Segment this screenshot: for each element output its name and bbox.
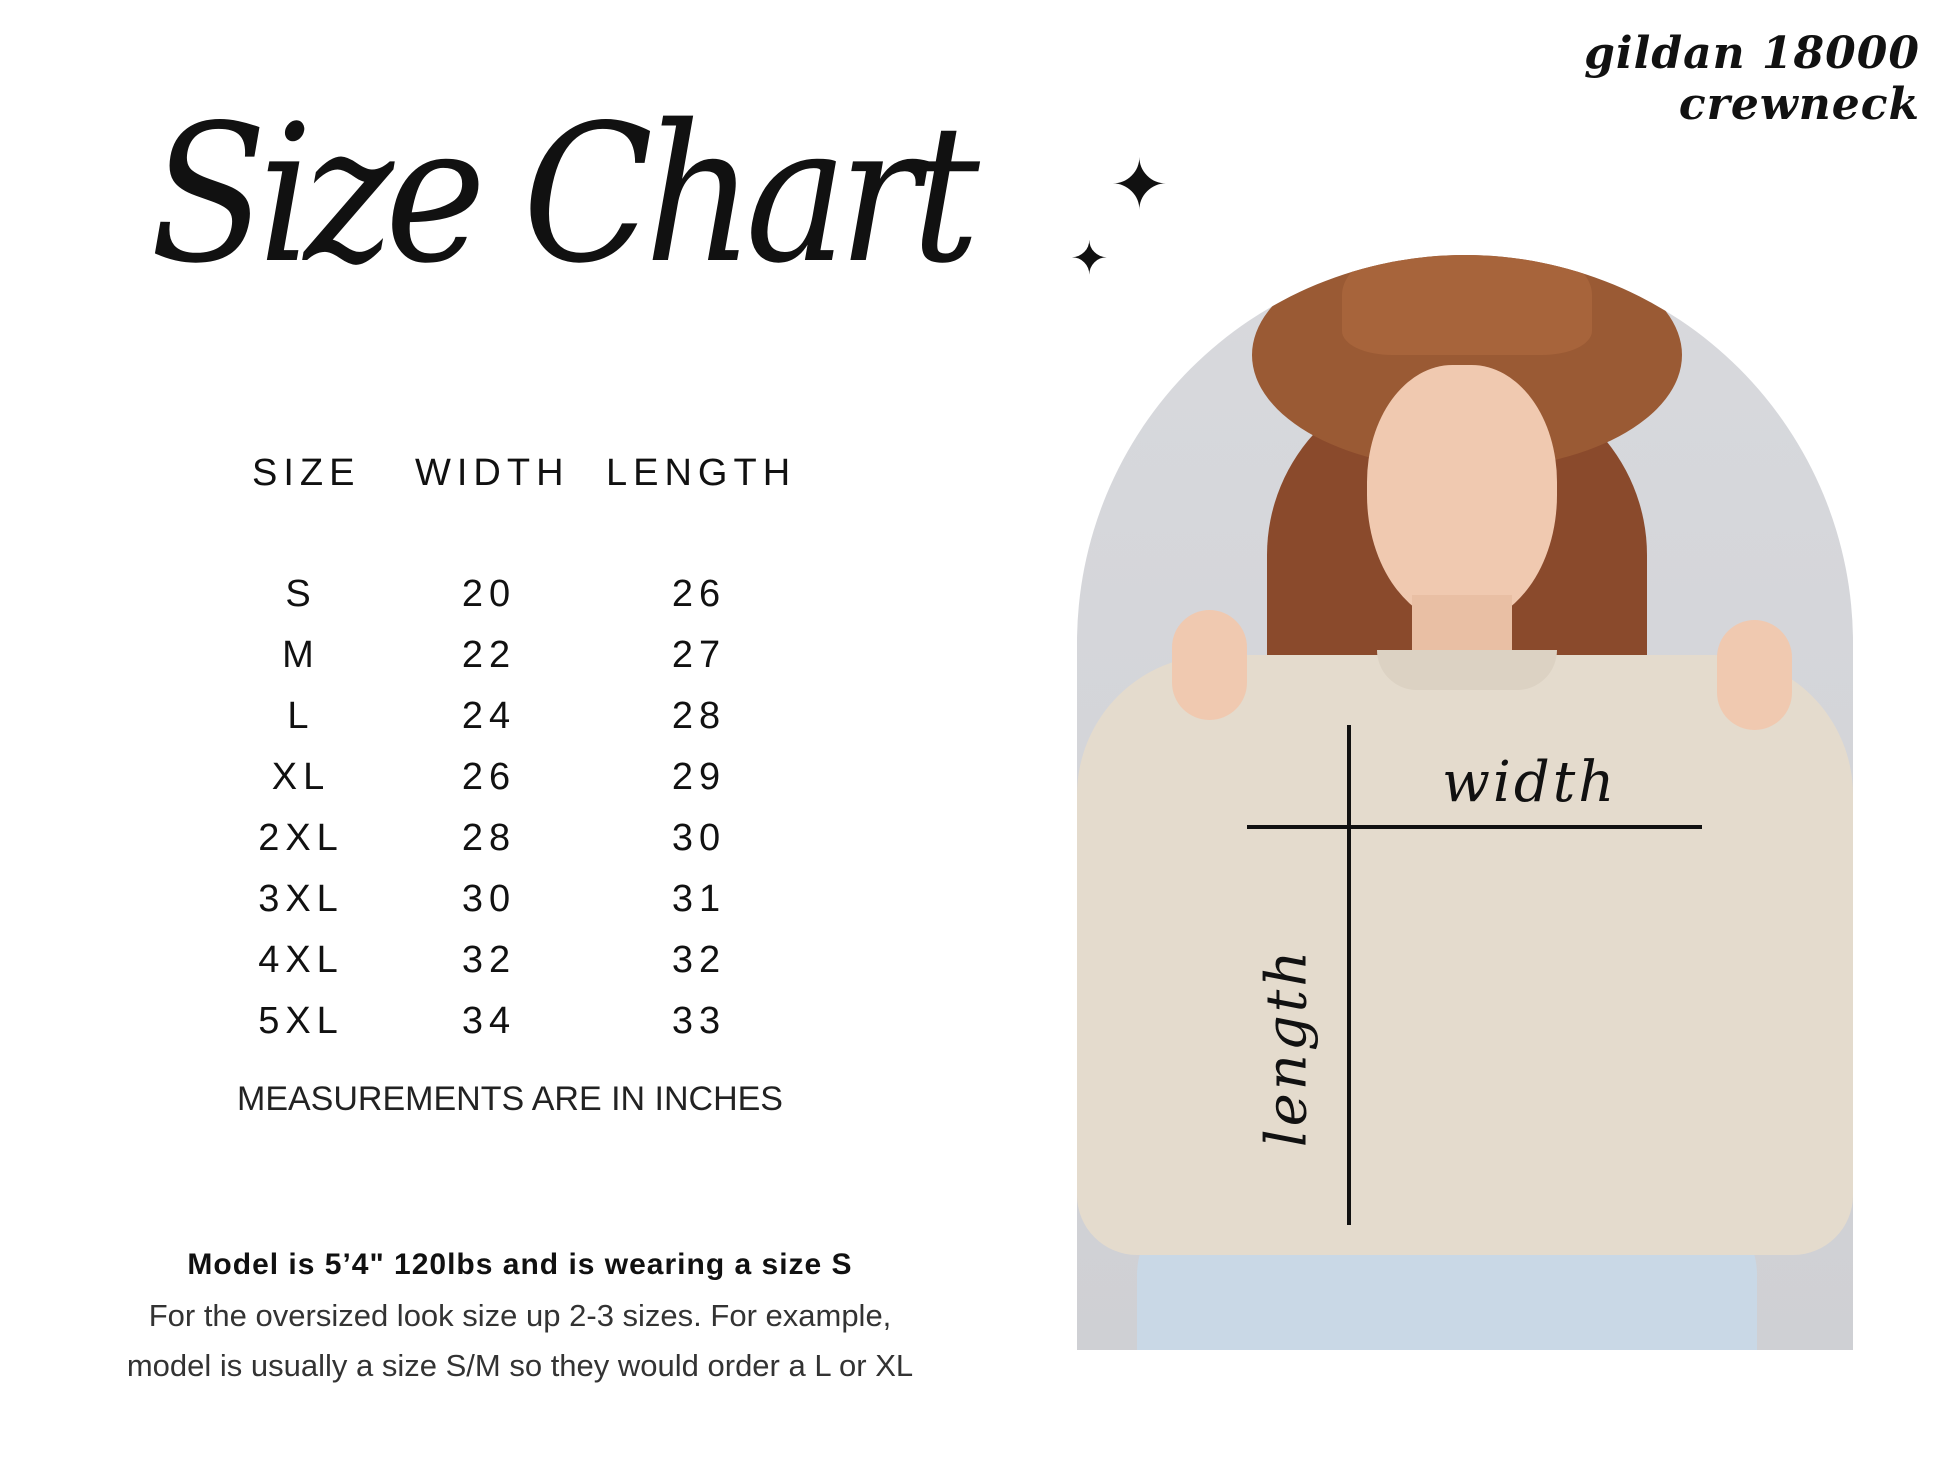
width-cell: 30 xyxy=(461,878,517,920)
header-size: SIZE xyxy=(252,452,361,494)
length-cell: 30 xyxy=(671,817,727,859)
size-cell: 3XL xyxy=(258,878,344,920)
length-cell: 26 xyxy=(671,573,727,615)
width-cell: 28 xyxy=(461,817,517,859)
width-cell: 24 xyxy=(461,695,517,737)
length-cell: 27 xyxy=(671,634,727,676)
model-info-line: model is usually a size S/M so they woul… xyxy=(126,1348,914,1383)
width-cell: 34 xyxy=(461,1000,517,1042)
length-cell: 29 xyxy=(671,756,727,798)
sweater-collar xyxy=(1377,650,1557,690)
length-cell: 31 xyxy=(671,878,727,920)
hand-right xyxy=(1717,620,1792,730)
size-cell: M xyxy=(282,634,320,676)
sparkle-icon: ✦ xyxy=(1110,146,1169,224)
length-cell: 33 xyxy=(671,1000,727,1042)
width-cell: 32 xyxy=(461,939,517,981)
width-label: width xyxy=(1442,750,1618,815)
width-cell: 22 xyxy=(461,634,517,676)
width-cell: 26 xyxy=(461,756,517,798)
length-label: length xyxy=(1254,947,1320,1148)
size-cell: 2XL xyxy=(258,817,344,859)
length-cell: 32 xyxy=(671,939,727,981)
face xyxy=(1367,365,1557,625)
size-cell: 4XL xyxy=(258,939,344,981)
width-cell: 20 xyxy=(461,573,517,615)
model-photo: width length xyxy=(1077,255,1853,1350)
model-info-line: For the oversized look size up 2-3 sizes… xyxy=(148,1298,892,1333)
size-cell: 5XL xyxy=(258,1000,344,1042)
header-width: WIDTH xyxy=(415,452,570,494)
size-cell: XL xyxy=(271,756,331,798)
hat-crown xyxy=(1342,255,1592,355)
size-cell: S xyxy=(285,573,317,615)
model-info-heading: Model is 5’4" 120lbs and is wearing a si… xyxy=(187,1248,853,1281)
length-line xyxy=(1347,725,1351,1225)
hand-left xyxy=(1172,610,1247,720)
page-title: Size Chart xyxy=(150,84,980,305)
width-line xyxy=(1247,825,1702,829)
size-cell: L xyxy=(287,695,315,737)
length-cell: 28 xyxy=(671,695,727,737)
brand-label: gildan 18000 crewneck xyxy=(1584,28,1920,130)
header-length: LENGTH xyxy=(606,452,797,494)
sweater xyxy=(1077,655,1853,1255)
sparkle-icon-small: ✦ xyxy=(1070,232,1109,284)
units-note: MEASUREMENTS ARE IN INCHES xyxy=(237,1080,783,1118)
